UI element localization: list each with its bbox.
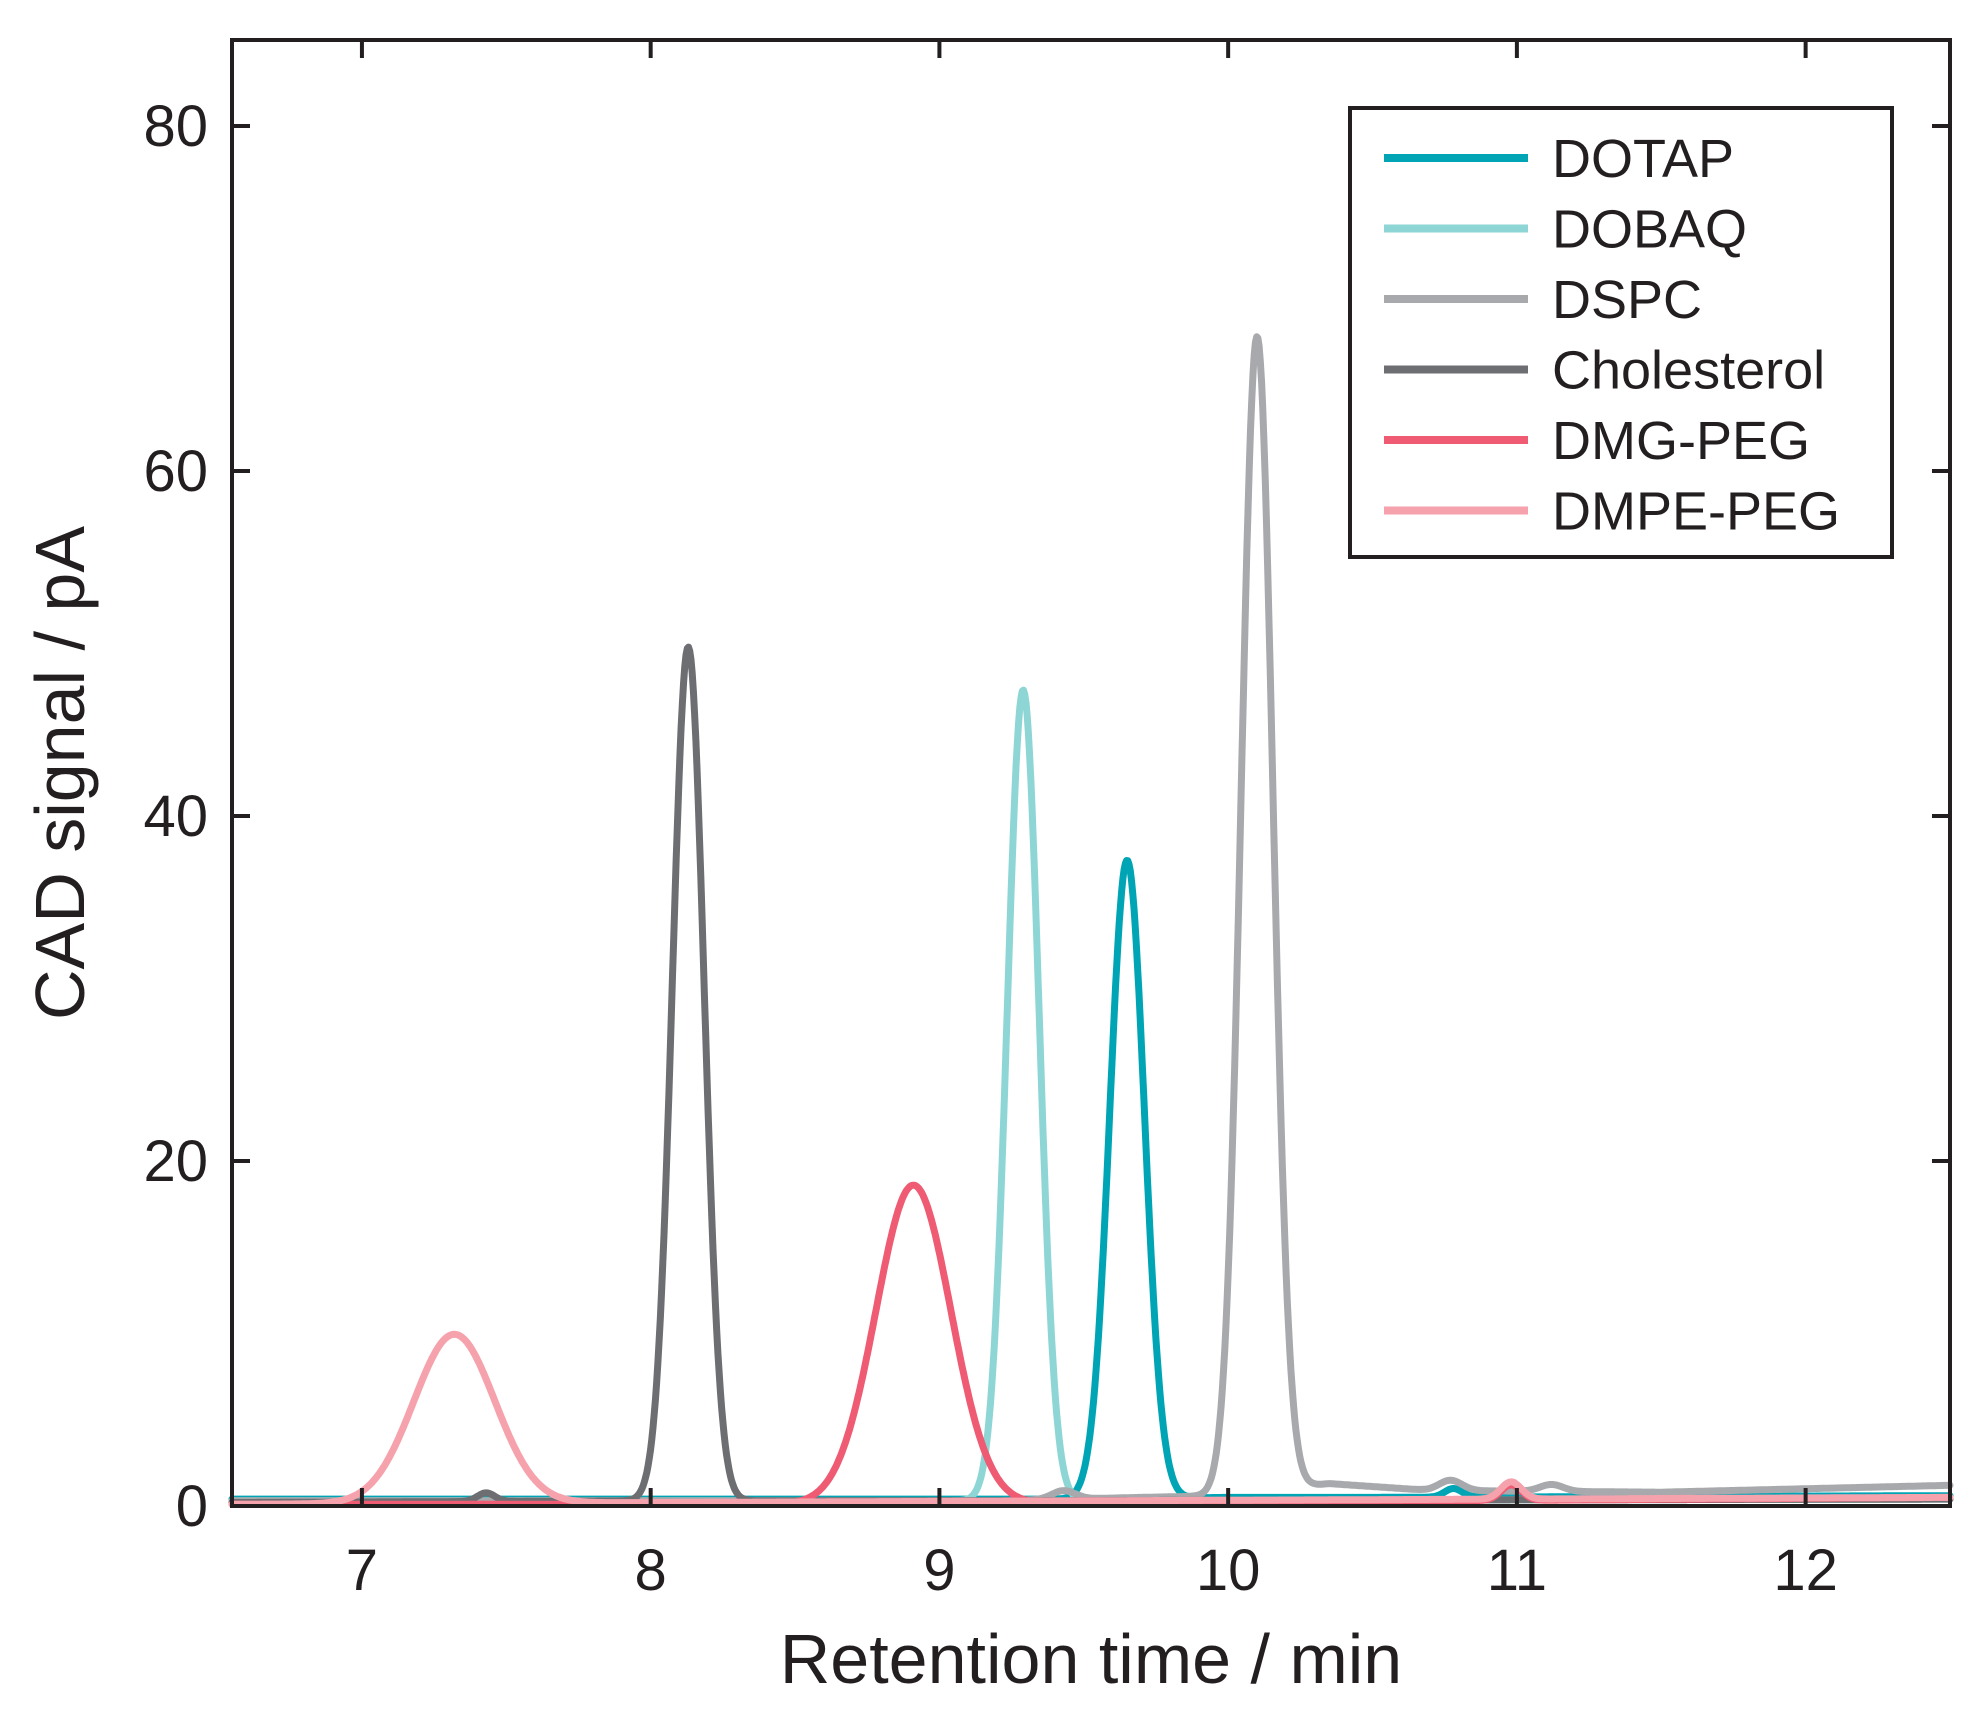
plot-frame — [230, 38, 1952, 1508]
y-axis-label: CAD signal / pA — [21, 526, 99, 1020]
y-tick-label: 0 — [176, 1474, 208, 1539]
x-tick-label: 8 — [635, 1538, 667, 1603]
legend-label: DMG-PEG — [1552, 411, 1810, 471]
series-lines — [228, 333, 1954, 1508]
y-tick-label: 80 — [143, 94, 208, 159]
legend-label: DSPC — [1552, 270, 1702, 330]
x-axis-label: Retention time / min — [780, 1620, 1402, 1698]
series-line-dmpe-peg — [228, 1330, 1954, 1508]
legend: DOTAP DOBAQ DSPC Cholesterol DMG-PEG DMPE-PEG — [1348, 106, 1894, 559]
y-tick-label: 20 — [143, 1129, 208, 1194]
x-tick-label: 11 — [1487, 1538, 1547, 1603]
legend-label: DMPE-PEG — [1552, 482, 1840, 542]
x-tick-label: 7 — [346, 1538, 378, 1603]
legend-label: DOTAP — [1552, 129, 1734, 189]
axis-ticks: 7 8 9 10 11 12 0 20 40 60 80 — [143, 40, 1950, 1603]
x-tick-label: 12 — [1773, 1538, 1838, 1603]
legend-label: Cholesterol — [1552, 341, 1825, 401]
y-tick-label: 40 — [143, 784, 208, 849]
x-tick-label: 9 — [923, 1538, 955, 1603]
legend-box — [1348, 106, 1894, 559]
legend-label: DOBAQ — [1552, 200, 1747, 260]
y-tick-label: 60 — [143, 439, 208, 504]
x-tick-label: 10 — [1196, 1538, 1261, 1603]
